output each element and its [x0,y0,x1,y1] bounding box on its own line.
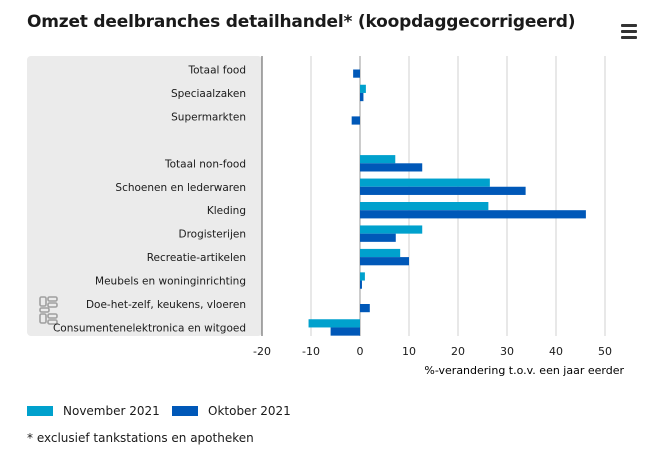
bar-oktober[interactable] [360,257,409,266]
category-label: Totaal non-food [164,158,246,170]
category-label: Schoenen en lederwaren [115,182,246,194]
bars [308,69,586,336]
bar-november[interactable] [360,272,365,281]
category-label: Supermarkten [171,111,246,123]
footnote: * exclusief tankstations en apotheken [27,431,254,445]
bar-chart: Totaal food Speciaalzaken Supermarkten Tota… [27,56,624,377]
x-tick-label: 0 [357,345,364,358]
legend-label-oktober: Oktober 2021 [208,404,291,418]
category-label: Doe-het-zelf, keukens, vloeren [86,299,246,311]
x-tick-labels: -20 -10 0 10 20 30 40 50 [253,345,612,358]
legend-swatch-oktober [172,406,198,416]
category-panel [27,56,262,336]
bar-oktober[interactable] [360,304,370,313]
x-tick-label: -10 [302,345,320,358]
bar-november[interactable] [360,155,396,164]
bar-november[interactable] [360,248,401,258]
bar-november[interactable] [360,202,489,211]
bar-oktober[interactable] [360,163,423,172]
x-tick-label: -20 [253,345,271,358]
chart-title: Omzet deelbranches detailhandel* (koopda… [27,12,576,32]
gridlines [261,56,606,336]
bar-oktober[interactable] [360,210,586,219]
x-tick-label: 40 [549,345,563,358]
legend-item-november[interactable]: November 2021 [27,402,160,420]
bar-oktober[interactable] [351,116,360,125]
bar-november[interactable] [308,319,360,328]
x-axis-label: %-verandering t.o.v. een jaar eerder [424,364,624,377]
bar-oktober[interactable] [360,280,362,289]
category-label: Kleding [207,205,246,217]
hamburger-menu-icon[interactable] [619,22,639,40]
category-label: Recreatie-artikelen [147,252,246,264]
bar-oktober[interactable] [360,233,396,242]
bar-oktober[interactable] [360,92,364,102]
bar-oktober[interactable] [360,186,526,195]
cbs-logo-icon [39,296,58,325]
category-label: Consumentenelektronica en witgoed [53,322,246,334]
x-tick-label: 50 [598,345,612,358]
category-label: Meubels en woninginrichting [95,276,246,288]
category-label: Speciaalzaken [171,88,246,100]
x-tick-label: 30 [500,345,514,358]
bar-oktober[interactable] [330,327,360,336]
legend-swatch-november [27,406,53,416]
bar-oktober[interactable] [353,69,360,78]
legend-item-oktober[interactable]: Oktober 2021 [172,402,291,420]
category-labels: Totaal food Speciaalzaken Supermarkten Tota… [53,65,246,335]
x-tick-label: 20 [451,345,465,358]
legend-label-november: November 2021 [63,404,160,418]
category-label: Drogisterijen [179,229,247,241]
category-label: Totaal food [187,65,246,77]
bar-november[interactable] [360,84,366,93]
x-tick-label: 10 [402,345,416,358]
bar-november[interactable] [360,178,490,187]
bar-november[interactable] [360,225,423,234]
